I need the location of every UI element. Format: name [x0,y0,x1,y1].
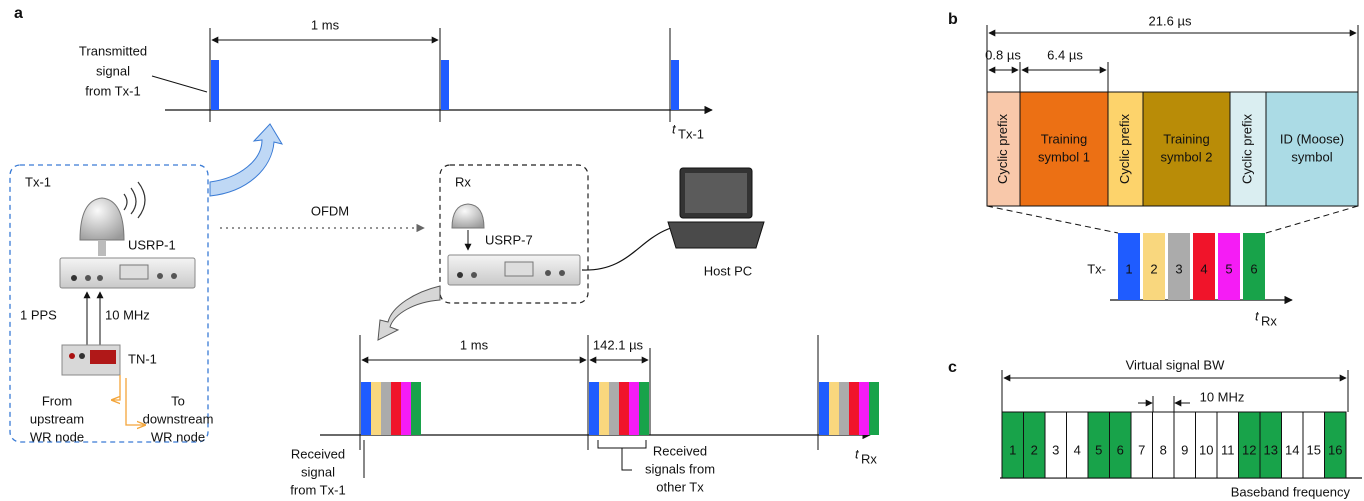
pulse [819,382,829,435]
node-label: Tx-1 [25,174,51,189]
caption: signal [96,63,130,78]
pulse [629,382,639,435]
pulse [619,382,629,435]
caption: from Tx-1 [290,482,345,497]
pulse [361,382,371,435]
block-label: symbol 2 [1160,149,1212,164]
block-label: Training [1041,131,1087,146]
pulse [381,382,391,435]
channel-number: 12 [1242,442,1256,457]
channel-number: 7 [1138,442,1145,457]
caption: signals from [645,461,715,476]
pulse [411,382,421,435]
axis-sub: Tx-1 [678,126,704,141]
device-label: Host PC [704,263,752,278]
channel-number: 11 [1221,442,1235,457]
period-label: 1 ms [311,17,340,32]
caption: From [42,393,72,408]
tx-number: 5 [1225,261,1232,276]
block-label: Cyclic prefix [995,113,1010,184]
axis-sub: Rx [861,451,877,466]
pulse [869,382,879,435]
signal-label: 1 PPS [20,307,57,322]
axis-label: Baseband frequency [1231,484,1351,499]
pulse [849,382,859,435]
pulse [829,382,839,435]
channel-number: 10 [1199,442,1213,457]
tx-prefix: Tx- [1087,261,1106,276]
tx-timeline [152,28,712,122]
link-label: OFDM [311,203,349,218]
tx-number: 1 [1125,261,1132,276]
panel-label: b [948,11,958,28]
caption: WR node [30,429,84,444]
caption: Transmitted [79,43,147,58]
tx-arrow [210,124,282,196]
dim-label: Virtual signal BW [1126,357,1225,372]
caption: Received [291,446,345,461]
rx-arrow [378,286,440,340]
pulse [599,382,609,435]
block-label: symbol [1291,149,1332,164]
channel-number: 13 [1264,442,1278,457]
caption: WR node [151,429,205,444]
period-label: 142.1 µs [593,337,644,352]
page: { "panel_a": { "label": "a", "tx_period"… [0,0,1364,501]
caption: downstream [143,411,214,426]
tx-hardware [60,182,195,425]
block-label: symbol 1 [1038,149,1090,164]
block-label: Training [1163,131,1209,146]
axis-sub: Rx [1261,313,1277,328]
signal-label: 10 MHz [105,307,150,322]
period-label: 1 ms [460,337,489,352]
channel-number: 2 [1031,442,1038,457]
pulse [859,382,869,435]
pulse [609,382,619,435]
pulse [839,382,849,435]
channel-number: 9 [1181,442,1188,457]
tx-number: 4 [1200,261,1207,276]
panel-label: a [14,5,23,22]
tx-number: 6 [1250,261,1257,276]
pulse [391,382,401,435]
axis-t: t [672,121,677,136]
channel-number: 1 [1009,442,1016,457]
channel-number: 4 [1074,442,1081,457]
block-label: Cyclic prefix [1239,113,1254,184]
block-label: ID (Moose) [1280,131,1344,146]
channel-number: 15 [1307,442,1321,457]
pulse [589,382,599,435]
channel-number: 5 [1095,442,1102,457]
channel-number: 8 [1160,442,1167,457]
block-label: Cyclic prefix [1117,113,1132,184]
channel-number: 14 [1285,442,1299,457]
axis-t: t [1255,308,1260,323]
device-label: USRP-1 [128,237,176,252]
dim-label: 10 MHz [1200,389,1245,404]
channel-number: 3 [1052,442,1059,457]
caption: upstream [30,411,84,426]
pulse [371,382,381,435]
caption: other Tx [656,479,704,494]
dim-label: 21.6 µs [1149,13,1192,28]
pulse [401,382,411,435]
tx-number: 2 [1150,261,1157,276]
figure: a1 msTransmittedsignalfrom Tx-1tTx-1Tx-1… [0,0,1364,501]
device-label: USRP-7 [485,232,533,247]
caption: Received [653,443,707,458]
channel-number: 16 [1328,442,1342,457]
caption: from Tx-1 [85,83,140,98]
pulse [639,382,649,435]
node-label: Rx [455,174,471,189]
dim-label: 0.8 µs [985,47,1021,62]
caption: signal [301,464,335,479]
panel-label: c [948,359,957,376]
channel-number: 6 [1117,442,1124,457]
caption: To [171,393,185,408]
axis-t: t [855,446,860,461]
tx-number: 3 [1175,261,1182,276]
dim-label: 6.4 µs [1047,47,1083,62]
device-label: TN-1 [128,351,157,366]
